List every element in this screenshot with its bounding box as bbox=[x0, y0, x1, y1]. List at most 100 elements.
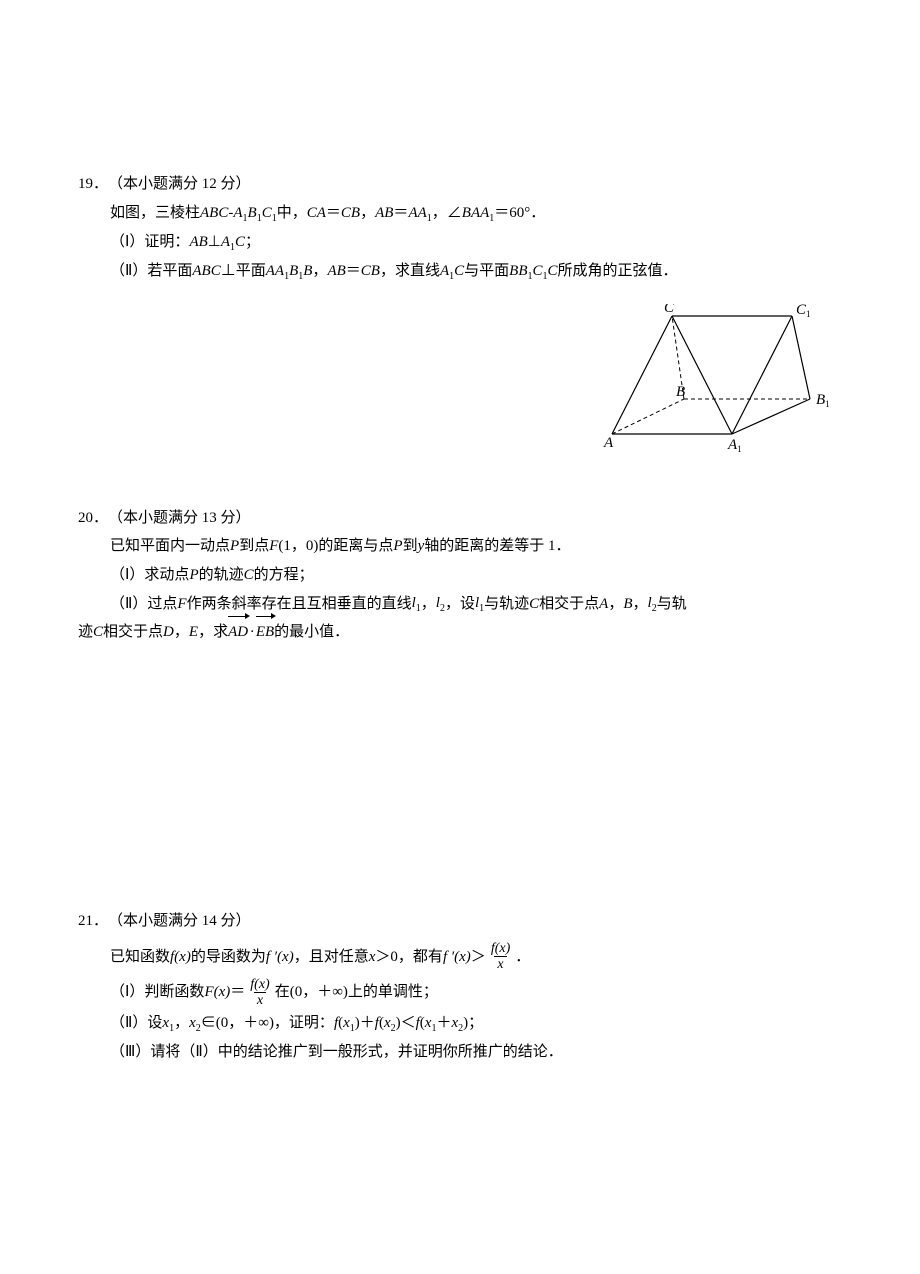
text: （Ⅱ）设 bbox=[110, 1009, 162, 1038]
point-f: F bbox=[177, 590, 186, 619]
q19-part2: （Ⅱ）若平面 ABC ⊥平面 AA1B1B ， AB ＝ CB ，求直线 A1C… bbox=[78, 257, 842, 286]
eq-ca-cb: CA bbox=[307, 199, 326, 228]
text: 与轨 bbox=[657, 590, 687, 619]
frac-fx-over-x: f(x) x bbox=[247, 977, 272, 1009]
line-a1c: A1C bbox=[440, 257, 464, 286]
ab-perp-a1c: AB bbox=[189, 228, 207, 257]
text: 如图，三棱柱 bbox=[110, 199, 200, 228]
text: ，设 bbox=[445, 590, 475, 619]
text: ，都有 bbox=[398, 943, 443, 972]
text: 迹 bbox=[78, 618, 93, 647]
text: 所成角的正弦值． bbox=[558, 257, 678, 286]
text: 到 bbox=[403, 532, 418, 561]
problem-19: 19． （本小题满分 12 分） 如图，三棱柱 ABC-A1B1C1 中， CA… bbox=[78, 170, 842, 454]
locus-c: C bbox=[244, 561, 254, 590]
line-l1: l1 bbox=[475, 589, 484, 618]
text: ⊥平面 bbox=[221, 257, 266, 286]
text: ， bbox=[608, 590, 623, 619]
q21-part3: （Ⅲ）请将（Ⅱ）中的结论推广到一般形式，并证明你所推广的结论． bbox=[78, 1038, 842, 1067]
eq-aa1: AA1 bbox=[408, 199, 431, 228]
text: 轴的距离的差等于 1． bbox=[424, 532, 570, 561]
q20-part1: （Ⅰ）求动点 P 的轨迹 C 的方程； bbox=[78, 561, 842, 590]
locus-c: C bbox=[529, 590, 539, 619]
text: ， bbox=[633, 590, 648, 619]
text: ， bbox=[174, 618, 189, 647]
q20-header: 20． （本小题满分 13 分） bbox=[78, 504, 842, 533]
text: ，且对任意 bbox=[294, 943, 369, 972]
text: （Ⅱ）过点 bbox=[110, 590, 177, 619]
point-f: F bbox=[269, 532, 278, 561]
text: ，∠ bbox=[432, 199, 462, 228]
text: ＋ bbox=[436, 1009, 451, 1038]
line-l2: l2 bbox=[436, 589, 445, 618]
point-d: D bbox=[163, 618, 174, 647]
a1c: A1C bbox=[221, 228, 245, 257]
text: 与轨迹 bbox=[484, 590, 529, 619]
text: 中， bbox=[277, 199, 307, 228]
q21-header: 21． （本小题满分 14 分） bbox=[78, 907, 842, 936]
text: （Ⅰ）证明： bbox=[110, 228, 189, 257]
text: 的方程； bbox=[254, 561, 314, 590]
q21-line1: 已知函数 f(x) 的导函数为 f ′(x) ，且对任意 x ＞0 ，都有 f … bbox=[78, 941, 530, 973]
line-l1: l1 bbox=[412, 589, 421, 618]
text: 已知平面内一动点 bbox=[110, 532, 230, 561]
q19-header: 19． （本小题满分 12 分） bbox=[78, 170, 842, 199]
text: )＋ bbox=[355, 1009, 375, 1038]
q20-part2: （Ⅱ）过点 F 作两条斜率存在且互相垂直的直线 l1 ， l2 ，设 l1 与轨… bbox=[78, 589, 842, 618]
problem-20: 20． （本小题满分 13 分） 已知平面内一动点 P 到点 F (1，0) 的… bbox=[78, 504, 842, 647]
text: （Ⅰ）求动点 bbox=[110, 561, 189, 590]
vector-ad: AD bbox=[228, 618, 248, 647]
big-f-x: F(x) bbox=[204, 978, 230, 1007]
text: 作两条斜率存在且互相垂直的直线 bbox=[187, 590, 412, 619]
text: ，求直线 bbox=[380, 257, 440, 286]
svg-text:B1: B1 bbox=[816, 392, 830, 409]
text: （Ⅱ）若平面 bbox=[110, 257, 192, 286]
x1: x1 bbox=[425, 1009, 437, 1038]
svg-text:C1: C1 bbox=[796, 304, 811, 319]
text: ， bbox=[360, 199, 375, 228]
text: 相交于点 bbox=[539, 590, 599, 619]
text: )＜ bbox=[396, 1009, 416, 1038]
svg-text:A: A bbox=[603, 435, 614, 451]
q19-part1: （Ⅰ）证明： AB ⊥ A1C ； bbox=[78, 228, 842, 257]
q19-number: 19． bbox=[78, 170, 108, 199]
problem-21: 21． （本小题满分 14 分） 已知函数 f(x) 的导函数为 f ′(x) … bbox=[78, 907, 842, 1067]
frac-fx-over-x: f(x) x bbox=[488, 941, 513, 973]
point-p: P bbox=[189, 561, 198, 590]
text: 的导函数为 bbox=[191, 943, 266, 972]
text: ∈(0，＋∞)，证明： bbox=[201, 1009, 334, 1038]
line-l2: l2 bbox=[648, 589, 657, 618]
prism-name: ABC-A1B1C1 bbox=[200, 199, 277, 228]
plane-abc: ABC bbox=[192, 257, 220, 286]
point-b: B bbox=[623, 590, 632, 619]
text: （Ⅲ）请将（Ⅱ）中的结论推广到一般形式，并证明你所推广的结论． bbox=[110, 1038, 563, 1067]
text: 的距离与点 bbox=[318, 532, 393, 561]
text: 的最小值． bbox=[274, 618, 349, 647]
x2: x2 bbox=[189, 1009, 201, 1038]
q21-score: （本小题满分 14 分） bbox=[108, 907, 251, 936]
text: ⊥ bbox=[208, 228, 221, 257]
eq-sign: ＝ bbox=[230, 978, 245, 1007]
point-e: E bbox=[189, 618, 198, 647]
text: ． bbox=[515, 943, 530, 972]
prism-figure: A A1 B B1 C C1 bbox=[592, 304, 842, 454]
q20-line1: 已知平面内一动点 P 到点 F (1，0) 的距离与点 P 到 y 轴的距离的差… bbox=[78, 532, 842, 561]
q21-part1: （Ⅰ）判断函数 F(x) ＝ f(x) x 在(0，＋∞)上的单调性； bbox=[78, 977, 438, 1009]
q20-score: （本小题满分 13 分） bbox=[108, 504, 251, 533]
f-prime-x: f ′(x) bbox=[443, 943, 471, 972]
text: ＝ bbox=[326, 199, 341, 228]
text: ； bbox=[468, 1009, 483, 1038]
text: 到点 bbox=[239, 532, 269, 561]
vector-eb: EB bbox=[256, 618, 274, 647]
text: ，求 bbox=[198, 618, 228, 647]
svg-text:B: B bbox=[676, 384, 685, 400]
f-prime-x: f ′(x) bbox=[266, 943, 294, 972]
text: ＝60°． bbox=[494, 199, 545, 228]
text: 与平面 bbox=[464, 257, 509, 286]
gt-sign: ＞ bbox=[471, 943, 486, 972]
eq-cb: CB bbox=[341, 199, 360, 228]
x2: x2 bbox=[384, 1009, 396, 1038]
q19-line1: 如图，三棱柱 ABC-A1B1C1 中， CA ＝ CB ， AB ＝ AA1 … bbox=[78, 199, 842, 228]
text: 相交于点 bbox=[103, 618, 163, 647]
svg-text:C: C bbox=[664, 304, 675, 316]
